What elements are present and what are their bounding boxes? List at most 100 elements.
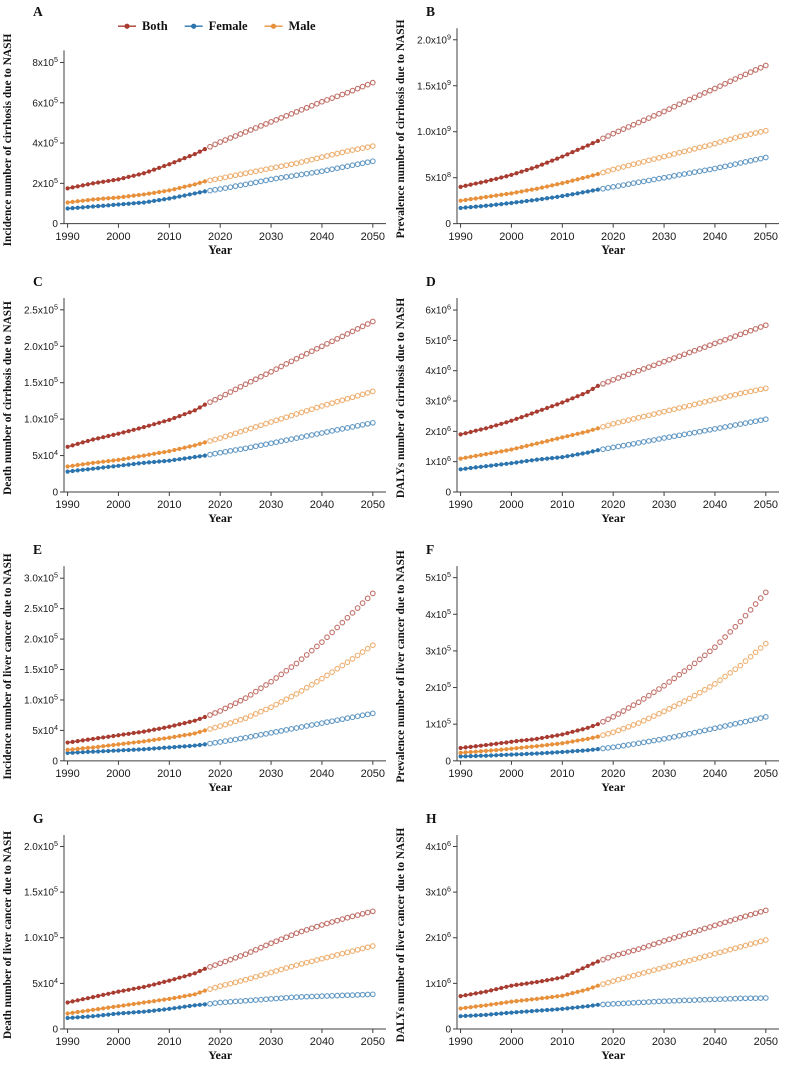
x-tick-label: 2050 (361, 499, 385, 511)
panel-d: D 0 1x106 2x106 3x106 4x106 5x106 6x106 1990 2000… (393, 270, 786, 538)
y-tick-label: 4x106 (425, 363, 451, 377)
x-tick-label: 2010 (157, 768, 181, 780)
y-tick-label: 6x106 (425, 303, 451, 317)
x-tick-label: 2010 (550, 231, 574, 243)
x-tick-label: 2020 (208, 1036, 232, 1048)
y-tick-label: 0 (52, 1025, 58, 1036)
y-axis-title: DALYs number of liver cancer due to NASH (395, 828, 407, 1043)
y-tick-label: 3x106 (425, 885, 451, 899)
x-tick-label: 2040 (703, 768, 727, 780)
series-male-projected (207, 943, 376, 992)
series-both-projected (207, 79, 376, 150)
panel-e: E 0 5x104 1.0x105 1.5x105 2.0x105 2.5x105 3.0x1… (0, 538, 393, 807)
legend-dot-marker (124, 23, 130, 29)
panel-letter: H (426, 811, 437, 826)
x-tick-label: 2000 (106, 231, 130, 243)
x-axis-title: Year (208, 243, 233, 257)
x-tick-label: 1990 (55, 499, 79, 511)
x-axis-title: Year (208, 780, 233, 794)
y-tick-label: 2x106 (425, 930, 451, 944)
x-tick-label: 1990 (55, 1036, 79, 1048)
panel-c: C 0 5x104 1.0x105 1.5x105 2.0x105 2.5x105 1990 2… (0, 270, 393, 538)
y-tick-label: 2.0x105 (24, 339, 58, 353)
x-tick-label: 2050 (361, 768, 385, 780)
y-tick-label: 4x105 (32, 136, 58, 150)
series-both-projected (600, 62, 769, 142)
x-tick-label: 2010 (550, 768, 574, 780)
y-tick-label: 1x105 (425, 717, 451, 731)
series-both-historical (65, 966, 207, 1005)
series-female-historical (65, 189, 207, 211)
y-axis-title: DALYs number of cirrhosis due to NASH (395, 298, 407, 498)
x-tick-label: 2040 (310, 499, 334, 511)
x-tick-label: 2040 (310, 1036, 334, 1048)
y-tick-label: 1.5x105 (24, 375, 58, 389)
series-female-projected (600, 995, 769, 1008)
x-axis-ticks: 1990 2000 2010 2020 2030 2040 2050 (55, 223, 385, 243)
x-axis-title: Year (208, 1048, 233, 1062)
panel-b-chart: B 0 5x108 1.0x109 1.5x109 2.0x109 1990 2000 2010… (395, 4, 779, 257)
x-tick-label: 2020 (208, 499, 232, 511)
y-tick-label: 5x104 (32, 723, 58, 737)
series-both-historical (65, 714, 207, 745)
series-both-projected (600, 322, 769, 387)
x-tick-label: 2030 (259, 499, 283, 511)
x-tick-label: 2030 (652, 768, 676, 780)
series-female-historical (458, 746, 600, 759)
series-both-projected (207, 908, 376, 970)
panel-letter: B (426, 4, 435, 19)
panel-letter: G (33, 811, 44, 826)
y-tick-label: 3x105 (425, 643, 451, 657)
panel-f-chart: F 0 1x105 2x105 3x105 4x105 5x105 1990 2000 2010 2… (395, 542, 779, 794)
x-tick-label: 2040 (310, 768, 334, 780)
x-tick-label: 1990 (55, 768, 79, 780)
series-both-historical (458, 138, 600, 189)
x-tick-label: 2030 (652, 499, 676, 511)
y-tick-label: 1.0x105 (24, 930, 58, 944)
y-tick-label: 0 (52, 219, 58, 230)
y-tick-label: 1x106 (425, 454, 451, 468)
series-female-projected (207, 158, 376, 194)
y-axis-ticks: 0 5x104 1.0x105 1.5x105 2.0x105 (24, 839, 64, 1036)
x-tick-label: 2000 (499, 768, 523, 780)
x-tick-label: 2020 (208, 768, 232, 780)
series-both-projected (600, 589, 769, 725)
x-axis-title: Year (601, 780, 626, 794)
x-tick-label: 2030 (652, 231, 676, 243)
series-both-historical (458, 383, 600, 437)
x-axis-ticks: 1990 2000 2010 2020 2030 2040 2050 (448, 223, 778, 243)
y-tick-label: 6x105 (32, 95, 58, 109)
x-tick-label: 2040 (703, 231, 727, 243)
x-axis-ticks: 1990 2000 2010 2020 2030 2040 2050 (55, 1029, 385, 1048)
legend-label-male: Male (289, 19, 316, 33)
x-axis-title: Year (601, 1048, 626, 1062)
y-axis-title: Death number of liver cancer due to NASH (2, 831, 14, 1039)
y-tick-label: 2.0x109 (417, 32, 451, 46)
series-male-historical (458, 426, 600, 461)
x-axis-ticks: 1990 2000 2010 2020 2030 2040 2050 (55, 760, 385, 780)
x-tick-label: 2020 (601, 768, 625, 780)
panel-letter: D (426, 274, 436, 289)
y-tick-label: 4x106 (425, 839, 451, 853)
panel-f: F 0 1x105 2x105 3x105 4x105 5x105 1990 2000 2010 2… (393, 538, 786, 807)
y-tick-label: 0 (445, 219, 451, 230)
y-tick-label: 5x106 (425, 333, 451, 347)
panel-letter: E (33, 542, 42, 557)
series-male-historical (458, 734, 600, 755)
panel-h: H 0 1x106 2x106 3x106 4x106 1990 2000 2010 2020 20… (393, 807, 786, 1075)
panel-letter: C (33, 274, 43, 289)
y-tick-label: 5x108 (425, 170, 451, 184)
series-male-historical (65, 179, 207, 205)
y-axis-ticks: 0 2x105 4x105 6x105 8x105 (32, 55, 64, 230)
x-tick-label: 2000 (106, 499, 130, 511)
x-axis-title: Year (208, 511, 233, 525)
series-female-projected (600, 416, 769, 453)
panel-b: B 0 5x108 1.0x109 1.5x109 2.0x109 1990 2000 2010… (393, 0, 786, 270)
x-tick-label: 2050 (754, 768, 778, 780)
legend-label-both: Both (142, 19, 168, 33)
panel-a-chart: A 0 2x105 4x105 6x105 8x105 1990 2000 2010 2020 20… (2, 4, 386, 257)
y-tick-label: 8x105 (32, 55, 58, 69)
series-female-historical (65, 1002, 207, 1021)
x-tick-label: 2020 (601, 1036, 625, 1048)
